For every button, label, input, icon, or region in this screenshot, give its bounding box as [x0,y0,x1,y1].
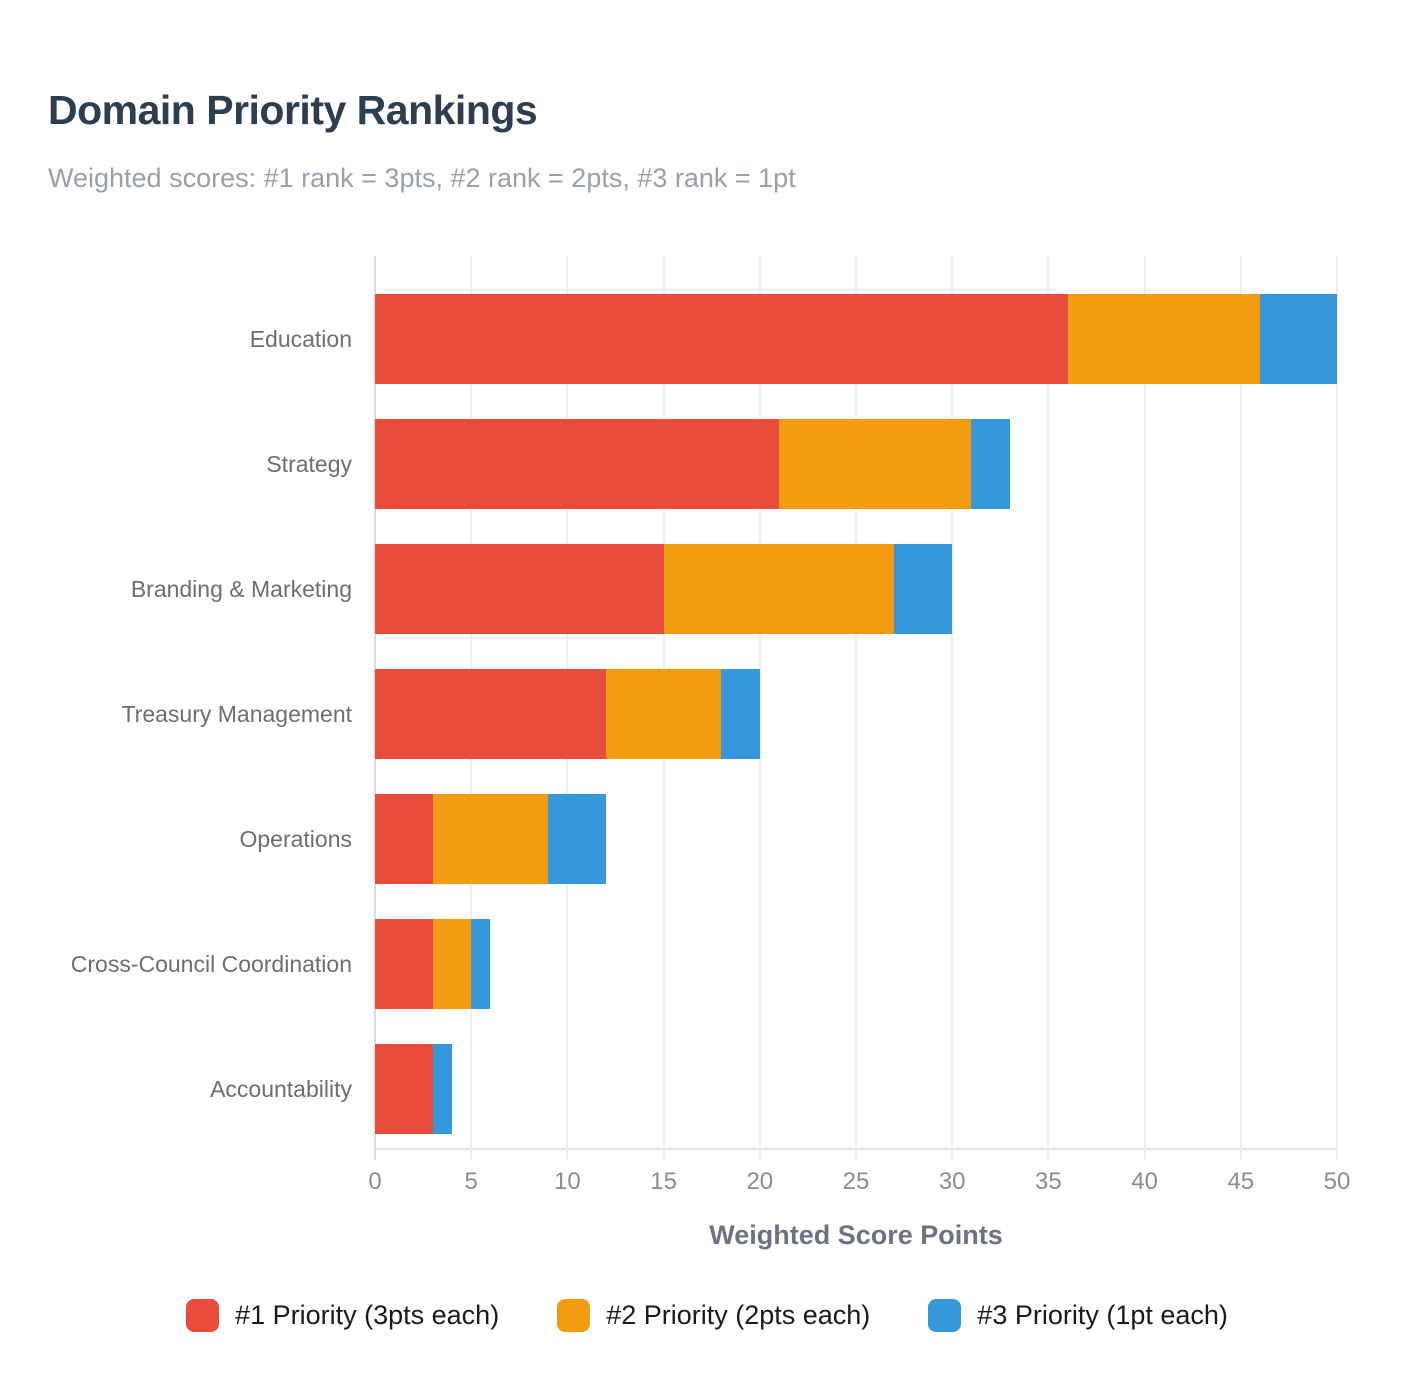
bar-segment[interactable] [375,794,433,885]
bar-segment[interactable] [1260,294,1337,385]
category-label: Treasury Management [121,700,352,727]
bar-segment[interactable] [375,294,1068,385]
category-label: Strategy [266,450,352,477]
category-label: Operations [239,825,352,852]
category-label: Branding & Marketing [130,575,352,602]
stacked-bar [375,1044,1337,1135]
bar-segment[interactable] [375,419,780,510]
legend-item[interactable]: #2 Priority (2pts each) [557,1299,871,1333]
chart-legend: #1 Priority (3pts each) #2 Priority (2pts… [0,1299,1414,1333]
x-axis-label: Weighted Score Points [709,1220,1003,1251]
stacked-bar [375,294,1337,385]
chart-header: Domain Priority Rankings Weighted scores… [0,0,1414,194]
stacked-bar [375,794,1337,885]
bar-segment[interactable] [721,669,760,760]
bar-row: Education [250,294,1337,419]
chart-subtitle: Weighted scores: #1 rank = 3pts, #2 rank… [48,163,796,194]
category-label: Accountability [210,1075,352,1102]
x-tick-label: 35 [1035,1168,1062,1196]
bar-segment[interactable] [432,1044,452,1135]
bar-segment[interactable] [779,419,972,510]
gridline [1143,256,1146,1161]
bar-row: Strategy [266,419,1337,544]
bar-segment[interactable] [548,794,606,885]
bar-segment[interactable] [432,794,549,885]
legend-swatch [186,1299,220,1333]
legend-label: #1 Priority (3pts each) [235,1300,500,1331]
gridline [855,256,857,1161]
bar-segment[interactable] [971,419,1010,510]
legend-item[interactable]: #3 Priority (1pt each) [928,1299,1228,1333]
bar-segment[interactable] [605,669,722,760]
bar-rows: Education Strategy Branding & Marketing Tre… [71,256,1337,1148]
legend-item[interactable]: #1 Priority (3pts each) [186,1299,500,1333]
x-tick-label: 45 [1227,1168,1255,1196]
x-tick-label: 10 [554,1168,581,1196]
bar-segment[interactable] [663,544,895,635]
legend-swatch [557,1299,591,1333]
x-axis-ticks: 0 5 10 15 20 25 30 35 40 45 50 [368,1168,1350,1198]
chart-title: Domain Priority Rankings [48,87,538,133]
bar-segment[interactable] [375,669,606,760]
bar-segment[interactable] [375,1044,433,1135]
bar-row: Branding & Marketing [131,544,1337,669]
plot-area: Education Strategy Branding & Marketing Tre… [71,256,1338,1161]
gridline [1336,256,1338,1161]
stacked-bar [375,419,1337,510]
category-label: Cross-Council Coordination [70,950,352,977]
x-tick-label: 50 [1323,1168,1351,1196]
x-tick-label: 25 [842,1168,870,1196]
x-tick-label: 40 [1131,1168,1158,1196]
bar-row: Accountability [210,1044,1337,1169]
gridline [951,256,954,1161]
category-label: Education [249,325,352,352]
x-tick-label: 30 [938,1168,966,1196]
stacked-bar [375,919,1337,1010]
gridline [1047,256,1050,1161]
x-tick-label: 15 [650,1168,677,1196]
bar-segment[interactable] [1067,294,1261,385]
stacked-bar [375,669,1337,760]
x-tick-label: 5 [464,1168,478,1196]
x-tick-label: 20 [746,1168,774,1196]
bar-row: Operations [239,794,1337,919]
bar-segment[interactable] [894,544,953,635]
x-tick-label: 0 [368,1168,382,1196]
gridline [1239,256,1242,1161]
stacked-bar [375,544,1337,635]
bar-row: Treasury Management [121,669,1337,794]
bar-row: Cross-Council Coordination [71,919,1337,1044]
bar-segment[interactable] [375,544,664,635]
gridline [758,256,761,1161]
legend-label: #2 Priority (2pts each) [606,1300,871,1331]
bar-segment[interactable] [432,919,472,1010]
bar-segment[interactable] [471,919,491,1010]
legend-label: #3 Priority (1pt each) [977,1300,1228,1331]
bar-segment[interactable] [375,919,433,1010]
legend-swatch [928,1299,962,1333]
